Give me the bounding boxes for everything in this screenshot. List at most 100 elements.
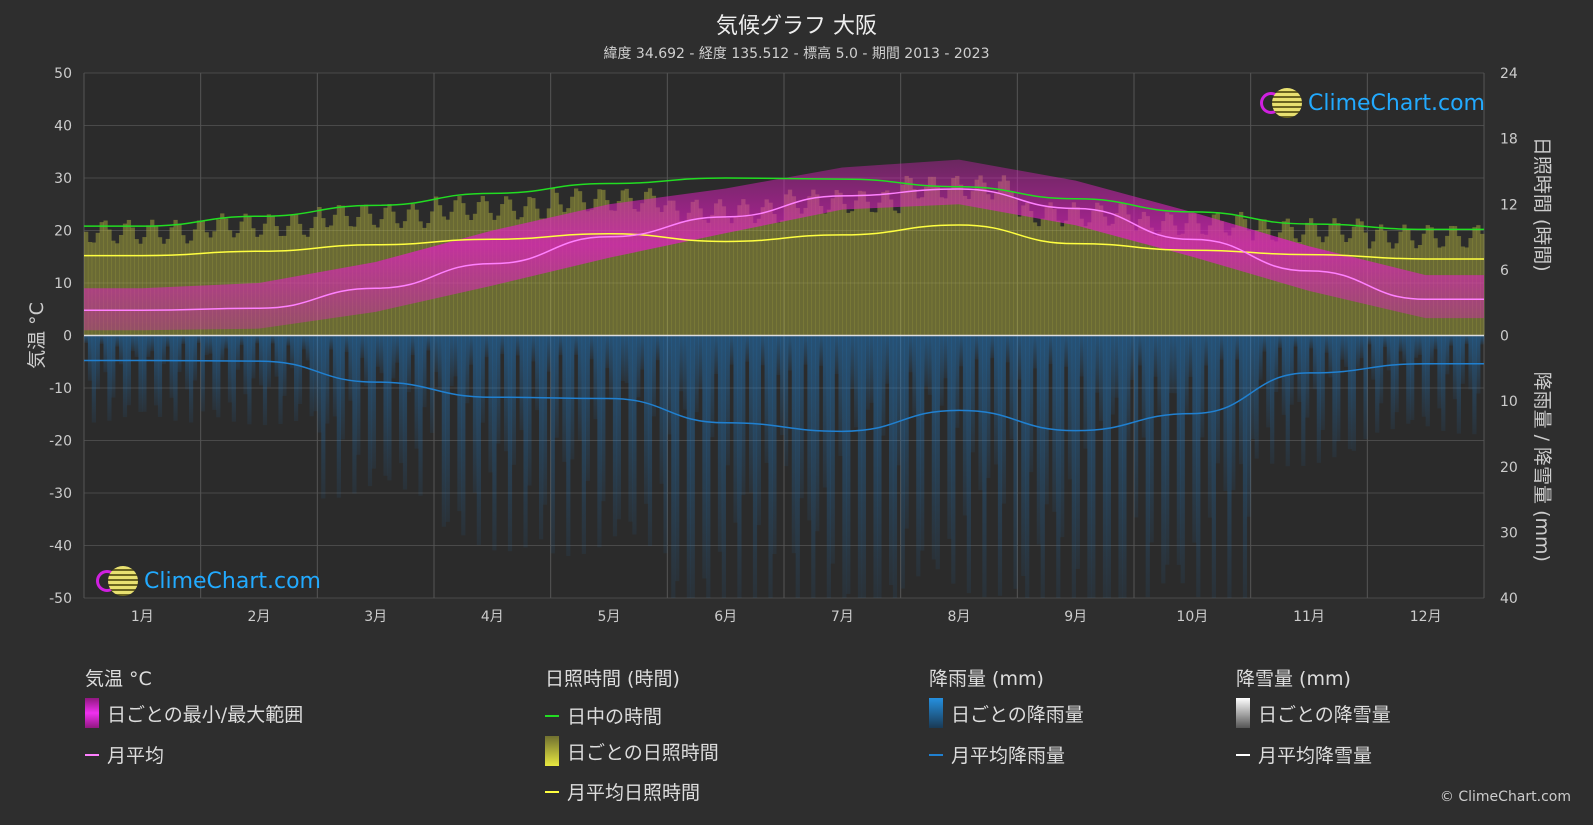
sunshine-daily-bar — [717, 199, 723, 336]
sunshine-daily-bar — [877, 202, 882, 336]
rain-daily-bar — [1130, 335, 1135, 381]
legend-snow-avg: 月平均降雪量 — [1236, 741, 1372, 768]
rain-daily-bar — [733, 335, 738, 523]
logo-bottom[interactable]: ClimeChart.com — [96, 566, 321, 596]
rain-daily-bar — [367, 335, 373, 487]
sunshine-daily-bar — [1032, 222, 1038, 336]
rain-daily-bar — [959, 335, 964, 367]
rain-daily-bar — [1153, 335, 1158, 377]
sunshine-daily-bar — [725, 217, 730, 336]
month-tick-label: 4月 — [481, 609, 504, 625]
sunshine-daily-bar — [111, 240, 116, 336]
sunshine-daily-bar — [900, 184, 905, 336]
sunshine-daily-bar — [784, 194, 789, 336]
rain-daily-bar — [1075, 335, 1080, 569]
sunshine-daily-bar — [1207, 225, 1213, 336]
daylight-line — [83, 177, 1484, 231]
legend-rain-avg-label: 月平均降雨量 — [951, 745, 1066, 767]
rain-daily-bar — [1472, 335, 1477, 435]
rain-daily-bar — [1165, 335, 1170, 565]
rain-swatch-icon — [929, 698, 943, 728]
logo-top[interactable]: ClimeChart.com — [1260, 88, 1485, 118]
rain-daily-bar — [496, 335, 501, 444]
sunshine-daily-bar — [1246, 230, 1252, 336]
sunshine-daily-bar — [861, 191, 867, 336]
rain-daily-bar — [1305, 335, 1310, 418]
rain-daily-bar — [577, 335, 583, 441]
rain-daily-bar — [854, 335, 859, 428]
rain-daily-bar — [1464, 335, 1469, 345]
rain-daily-bar — [772, 335, 777, 555]
rain-daily-bar — [484, 335, 489, 358]
sunshine-daily-bar — [675, 210, 680, 336]
sunshine-daily-bar — [737, 205, 742, 336]
rain-daily-bar — [1429, 335, 1434, 366]
sunshine-daily-bar — [220, 213, 225, 336]
rain-daily-bar — [165, 335, 170, 347]
rain-daily-bar — [1029, 335, 1034, 473]
rain-daily-bar — [1242, 335, 1248, 598]
rain-daily-bar — [453, 335, 458, 377]
rain-daily-bar — [1223, 335, 1228, 492]
rain-daily-bar — [924, 335, 929, 387]
rain-daily-bar — [371, 335, 376, 469]
rain-daily-bar — [115, 335, 120, 347]
rain-daily-bar — [430, 335, 435, 433]
rain-daily-bar — [387, 335, 392, 481]
sun-tick-label: 18 — [1500, 132, 1518, 148]
sunshine-daily-bar — [1083, 226, 1088, 336]
sun-tick-label: 24 — [1500, 66, 1518, 82]
rain-daily-bar — [1379, 335, 1384, 404]
rain-daily-bar — [465, 335, 470, 404]
sunshine-daily-bar — [1180, 233, 1185, 336]
sunshine-daily-bar — [990, 199, 995, 336]
rain-daily-bar — [1371, 335, 1376, 380]
sunshine-daily-bar — [966, 199, 972, 336]
sunshine-daily-bar — [200, 220, 205, 336]
rain-daily-bar — [220, 335, 225, 362]
rain-daily-bar — [916, 335, 921, 577]
rain-daily-bar — [756, 335, 761, 526]
rain-daily-bar — [410, 335, 415, 356]
rain-daily-bar — [768, 335, 773, 598]
rain-daily-bar — [962, 335, 968, 516]
sunshine-daily-bar — [581, 202, 587, 336]
legend-snow-header: 降雪量 (mm) — [1236, 668, 1351, 690]
month-tick-label: 5月 — [598, 609, 621, 625]
rain-daily-bar — [1363, 335, 1368, 440]
rain-daily-bar — [301, 335, 306, 350]
rain-daily-bar — [857, 335, 863, 598]
rain-daily-bar — [675, 335, 680, 582]
sunshine-daily-bar — [84, 231, 89, 336]
rain-daily-bar — [1083, 335, 1088, 449]
sunshine-daily-bar — [881, 191, 886, 336]
rain-daily-bar — [379, 335, 384, 374]
sunshine-daily-bar — [266, 214, 272, 336]
logo-sun-icon — [1272, 88, 1302, 118]
sunshine-daily-bar — [290, 215, 295, 336]
sunshine-daily-bar — [1184, 223, 1189, 336]
sunshine-daily-bar — [173, 219, 178, 336]
rain-daily-bar — [647, 335, 653, 546]
rain-daily-bar — [714, 335, 719, 374]
rain-daily-bar — [1118, 335, 1123, 598]
month-tick-label: 9月 — [1064, 609, 1087, 625]
rain-daily-bar — [1021, 335, 1026, 576]
rain-daily-bar — [1270, 335, 1275, 464]
rain-daily-bar — [620, 335, 625, 381]
rain-daily-bar — [1274, 335, 1279, 392]
sunshine-daily-bar — [694, 199, 699, 336]
sunshine-daily-bar — [908, 178, 913, 336]
rain-daily-bar — [1091, 335, 1096, 598]
rain-daily-bar — [1040, 335, 1045, 598]
rain-daily-bar — [920, 335, 925, 551]
rain-daily-bar — [243, 335, 248, 395]
sunshine-daily-bar — [760, 207, 765, 336]
temp-tick-label: 0 — [63, 329, 72, 345]
sunshine-daily-bar — [764, 199, 769, 336]
rain-daily-bar — [185, 335, 190, 390]
rain-daily-bar — [1406, 335, 1411, 424]
rain-bars — [84, 335, 1485, 598]
rain-daily-bar — [406, 335, 411, 393]
sunshine-daily-bar — [1005, 180, 1010, 336]
